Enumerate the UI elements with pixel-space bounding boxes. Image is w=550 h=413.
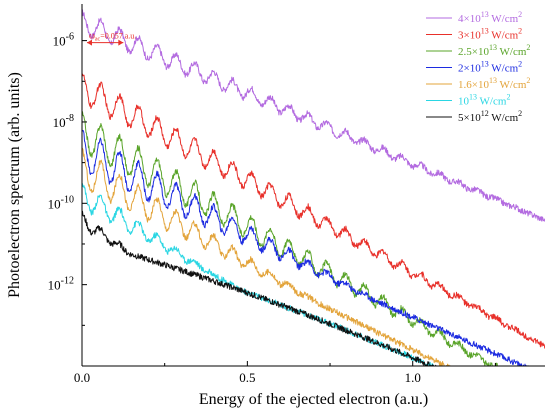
legend-label: 5×1012 W/cm2 [458, 109, 522, 124]
legend-label: 3×1013 W/cm2 [458, 27, 522, 42]
y-tick-label: 10-6 [53, 32, 74, 49]
legend-label: 1.6×1013 W/cm2 [458, 76, 530, 91]
y-tick-label: 10-12 [48, 276, 74, 293]
series-layer [82, 9, 545, 366]
legend-label: 2×1013 W/cm2 [458, 60, 522, 75]
series-line-2 [82, 73, 545, 349]
y-axis-title: Photoelectron spectrum (arb. units) [6, 72, 23, 298]
legend-label: 1013 W/cm2 [458, 93, 510, 108]
legend-label: 4×1013 W/cm2 [458, 10, 522, 25]
annotation-layer: ωac=0.057 a.u. [86, 31, 136, 46]
axes-layer: 0.0 0.5 1.0 10-6 10-8 10-10 10-12 [48, 4, 545, 385]
x-axis-title: Energy of the ejected electron (a.u.) [199, 391, 428, 408]
x-tick-label: 0.0 [74, 370, 90, 385]
series-line-1 [82, 9, 545, 222]
period-arrow-right [118, 39, 124, 46]
y-tick-label: 10-10 [48, 194, 74, 211]
y-tick-label: 10-8 [53, 113, 74, 130]
series-line-3 [82, 111, 499, 366]
period-annotation: ωac=0.057 a.u. [89, 31, 136, 43]
x-tick-label: 1.0 [405, 370, 421, 385]
period-arrow-left [86, 39, 92, 46]
series-line-5 [82, 147, 451, 366]
x-tick-label: 0.5 [239, 370, 255, 385]
series-line-7 [82, 210, 437, 366]
legend-label: 2.5×1013 W/cm2 [458, 43, 530, 58]
series-line-4 [82, 129, 530, 366]
